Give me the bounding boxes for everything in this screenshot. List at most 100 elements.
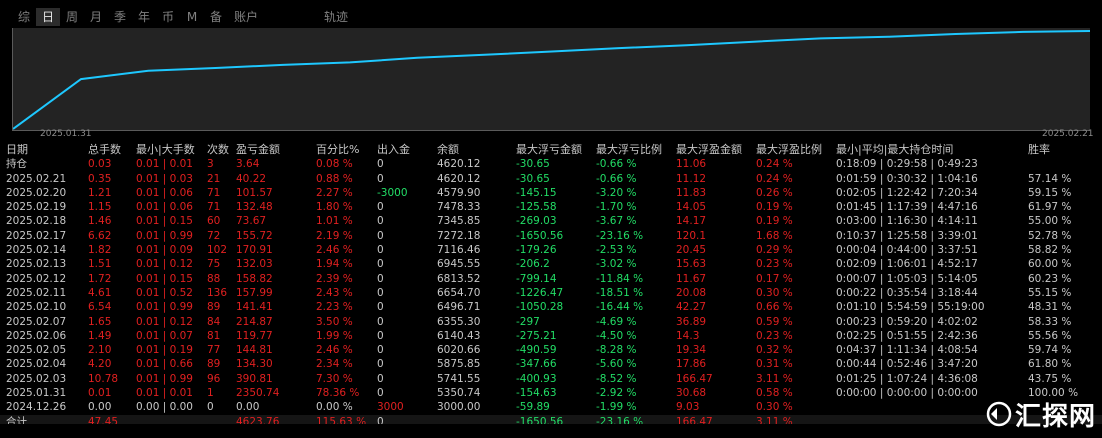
cell-maxprofit: 15.63 bbox=[676, 258, 707, 271]
cell-count: 77 bbox=[207, 344, 221, 357]
cell-minmax: 0.00 | 0.00 bbox=[136, 401, 193, 414]
cell-date: 2025.02.05 bbox=[6, 344, 67, 357]
tab-3[interactable]: 月 bbox=[89, 10, 102, 24]
cell-maxprofitpct: 0.26 % bbox=[756, 186, 793, 199]
cell-maxprofitpct: 1.68 % bbox=[756, 229, 793, 242]
cell-maxlosspct: -2.92 % bbox=[596, 387, 637, 400]
cell-balance: 6496.71 bbox=[437, 301, 481, 314]
tab-10[interactable]: 轨迹 bbox=[323, 10, 348, 24]
tab-0[interactable]: 综 bbox=[17, 10, 30, 24]
cell-flow: 0 bbox=[377, 329, 384, 342]
cell-maxloss: -145.15 bbox=[516, 186, 557, 199]
cell-lots: 1.15 bbox=[88, 201, 112, 214]
cell-date: 2024.12.26 bbox=[6, 401, 67, 414]
cell-balance: 6355.30 bbox=[437, 315, 481, 328]
cell-balance: 4620.12 bbox=[437, 158, 481, 171]
cell-winrate: 61.97 % bbox=[1028, 201, 1072, 214]
cell-flow: 0 bbox=[377, 315, 384, 328]
table-row[interactable]: 2025.02.10 6.54 0.01 | 0.99 89 141.41 2.23 % 0… bbox=[0, 300, 1102, 314]
cell-maxprofitpct: 0.30 % bbox=[756, 286, 793, 299]
cell-pct: 2.43 % bbox=[316, 286, 353, 299]
cell-maxloss: -1226.47 bbox=[516, 286, 564, 299]
tab-1[interactable]: 日 bbox=[36, 8, 60, 26]
cell-maxloss: -206.2 bbox=[516, 258, 550, 271]
table-row[interactable]: 2025.02.07 1.65 0.01 | 0.12 84 214.87 3.50 % 0… bbox=[0, 315, 1102, 329]
col-header-date: 日期 bbox=[6, 143, 28, 156]
cell-minmax: 0.01 | 0.06 bbox=[136, 186, 193, 199]
table-row[interactable]: 2025.02.18 1.46 0.01 | 0.15 60 73.67 1.01 % 0 7… bbox=[0, 214, 1102, 228]
tab-2[interactable]: 周 bbox=[65, 10, 78, 24]
cell-maxprofit: 9.03 bbox=[676, 401, 700, 414]
cell-maxprofit: 11.12 bbox=[676, 172, 707, 185]
cell-balance: 5875.85 bbox=[437, 358, 481, 371]
cell-date: 2025.02.07 bbox=[6, 315, 67, 328]
cell-maxlosspct: -11.84 % bbox=[596, 272, 644, 285]
cell-holdtime: 0:02:05 | 1:22:42 | 7:20:34 bbox=[836, 186, 978, 199]
cell-maxprofitpct: 0.17 % bbox=[756, 272, 793, 285]
tab-8[interactable]: 备 bbox=[209, 10, 222, 24]
cell-date: 2025.02.18 bbox=[6, 215, 67, 228]
cell-pnl: 141.41 bbox=[236, 301, 273, 314]
cell-holdtime: 0:01:59 | 0:30:32 | 1:04:16 bbox=[836, 172, 978, 185]
table-row[interactable]: 2025.02.05 2.10 0.01 | 0.19 77 144.81 2.46 % 0… bbox=[0, 343, 1102, 357]
col-header-maxprofit: 最大浮盈金额 bbox=[676, 143, 742, 156]
cell-flow: 0 bbox=[377, 215, 384, 228]
cell-winrate: 60.23 % bbox=[1028, 272, 1072, 285]
cell-maxlosspct: -8.28 % bbox=[596, 344, 637, 357]
cell-minmax: 0.01 | 0.15 bbox=[136, 215, 193, 228]
table-row[interactable]: 2025.02.12 1.72 0.01 | 0.15 88 158.82 2.39 % 0… bbox=[0, 272, 1102, 286]
cell-maxloss: -59.89 bbox=[516, 401, 550, 414]
cell-maxprofitpct: 0.19 % bbox=[756, 201, 793, 214]
cell-pct: 78.36 % bbox=[316, 387, 360, 400]
cell-pct: 0.08 % bbox=[316, 158, 353, 171]
tab-9[interactable]: 账户 bbox=[233, 10, 258, 24]
cell-date: 2025.02.19 bbox=[6, 201, 67, 214]
cell-date: 2025.01.31 bbox=[6, 387, 67, 400]
cell-maxprofit: 30.68 bbox=[676, 387, 707, 400]
cell-winrate: 55.00 % bbox=[1028, 215, 1072, 228]
cell-pnl: 101.57 bbox=[236, 186, 273, 199]
cell-holdtime: 0:00:07 | 1:05:03 | 5:14:05 bbox=[836, 272, 978, 285]
table-row[interactable]: 2025.02.14 1.82 0.01 | 0.09 102 170.91 2.46 %… bbox=[0, 243, 1102, 257]
table-row[interactable]: 2025.02.13 1.51 0.01 | 0.12 75 132.03 1.94 % 0… bbox=[0, 257, 1102, 271]
cell-maxlosspct: -16.44 % bbox=[596, 301, 644, 314]
table-row[interactable]: 持仓 0.03 0.01 | 0.01 3 3.64 0.08 % 0 4620.12 -30.… bbox=[0, 157, 1102, 171]
table-row[interactable]: 2025.02.06 1.49 0.01 | 0.07 81 119.77 1.99 % 0… bbox=[0, 329, 1102, 343]
table-row[interactable]: 2025.02.19 1.15 0.01 | 0.06 71 132.48 1.80 % 0… bbox=[0, 200, 1102, 214]
cell-maxprofitpct: 0.58 % bbox=[756, 387, 793, 400]
cell-balance: 7345.85 bbox=[437, 215, 481, 228]
tab-4[interactable]: 季 bbox=[113, 10, 126, 24]
cell-winrate: 58.33 % bbox=[1028, 315, 1072, 328]
table-row[interactable]: 2025.02.21 0.35 0.01 | 0.03 21 40.22 0.88 % 0 4… bbox=[0, 172, 1102, 186]
cell-maxprofit: 14.3 bbox=[676, 329, 700, 342]
cell-balance: 7116.46 bbox=[437, 244, 481, 257]
col-header-lots: 总手数 bbox=[88, 143, 121, 156]
cell-balance: 4620.12 bbox=[437, 172, 481, 185]
tab-6[interactable]: 币 bbox=[161, 10, 174, 24]
cell-lots: 1.49 bbox=[88, 329, 112, 342]
tab-5[interactable]: 年 bbox=[137, 10, 150, 24]
table-row[interactable]: 2025.02.03 10.78 0.01 | 0.99 96 390.81 7.30 %… bbox=[0, 372, 1102, 386]
cell-maxlosspct: -4.50 % bbox=[596, 329, 637, 342]
table-row[interactable]: 2025.02.17 6.62 0.01 | 0.99 72 155.72 2.19 % 0… bbox=[0, 229, 1102, 243]
table-row[interactable]: 2025.02.20 1.21 0.01 | 0.06 71 101.57 2.27 % -… bbox=[0, 186, 1102, 200]
cell-maxprofit: 11.67 bbox=[676, 272, 707, 285]
cell-pnl: 132.48 bbox=[236, 201, 273, 214]
cell-pct: 3.50 % bbox=[316, 315, 353, 328]
cell-maxloss: -179.26 bbox=[516, 244, 557, 257]
cell-count: 96 bbox=[207, 372, 221, 385]
cell-maxloss: -347.66 bbox=[516, 358, 557, 371]
cell-pnl: 144.81 bbox=[236, 344, 273, 357]
cell-pct: 2.34 % bbox=[316, 358, 353, 371]
cell-lots: 4.61 bbox=[88, 286, 112, 299]
cell-pnl: 3.64 bbox=[236, 158, 260, 171]
table-row[interactable]: 2025.01.31 0.01 0.01 | 0.01 1 2350.74 78.36 %… bbox=[0, 386, 1102, 400]
tab-7[interactable]: M bbox=[186, 10, 198, 24]
table-row[interactable]: 2025.02.04 4.20 0.01 | 0.66 89 134.30 2.34 % 0… bbox=[0, 357, 1102, 371]
cell-winrate: 52.78 % bbox=[1028, 229, 1072, 242]
cell-balance: 6813.52 bbox=[437, 272, 481, 285]
cell-date: 2025.02.06 bbox=[6, 329, 67, 342]
table-row[interactable]: 2025.02.11 4.61 0.01 | 0.52 136 157.99 2.43 %… bbox=[0, 286, 1102, 300]
table-row[interactable]: 2024.12.26 0.00 0.00 | 0.00 0 0.00 0.00 % 3000… bbox=[0, 400, 1102, 414]
